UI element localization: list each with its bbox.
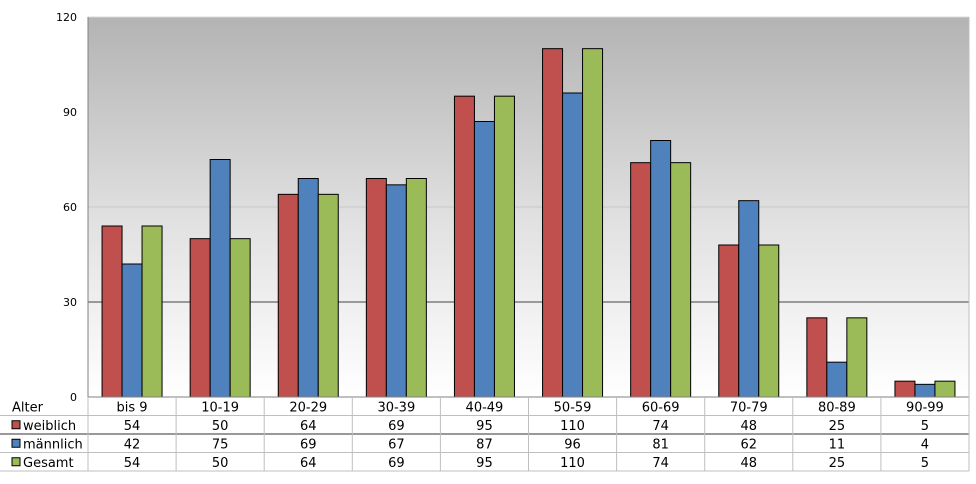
bar-männlich xyxy=(121,263,143,398)
data-label: 42 xyxy=(124,437,141,452)
data-label: 95 xyxy=(476,456,493,471)
bar-weiblich xyxy=(189,238,211,398)
data-table: Alter bis 9 10-19 20-29 30-39 40-49 50-59 60-69… xyxy=(0,17,970,472)
category-label: 10-19 xyxy=(201,400,239,415)
data-label: 75 xyxy=(212,437,229,452)
y-tick-label: 60 xyxy=(63,201,77,214)
data-label: 48 xyxy=(740,456,757,471)
category-label: 90-99 xyxy=(906,400,944,415)
bar-männlich xyxy=(297,178,319,398)
data-label: 64 xyxy=(300,419,317,434)
data-label: 87 xyxy=(476,437,493,452)
data-label: 74 xyxy=(652,456,669,471)
bar-weiblich xyxy=(101,225,123,398)
bar-Gesamt xyxy=(405,178,427,398)
data-label: 69 xyxy=(388,456,405,471)
bar-weiblich xyxy=(277,193,299,398)
data-label: 62 xyxy=(740,437,757,452)
legend-swatch-weiblich xyxy=(11,420,21,430)
bar-männlich xyxy=(385,184,407,398)
y-tick-label: 0 xyxy=(70,391,77,404)
legend-swatch-männlich xyxy=(11,438,21,448)
data-label: 67 xyxy=(388,437,405,452)
data-label: 5 xyxy=(921,419,929,434)
data-label: 50 xyxy=(212,456,229,471)
data-label: 11 xyxy=(829,437,846,452)
bar-männlich xyxy=(826,361,848,398)
bar-Gesamt xyxy=(582,48,604,398)
bar-weiblich xyxy=(453,95,475,398)
legend-swatch-Gesamt xyxy=(11,457,21,467)
bar-weiblich xyxy=(542,48,564,398)
y-axis: 0 30 60 90 120 xyxy=(56,11,969,404)
data-label: 50 xyxy=(212,419,229,434)
data-label: 110 xyxy=(560,456,585,471)
legend-label: männlich xyxy=(23,437,83,452)
bar-Gesamt xyxy=(758,244,780,398)
legend-label: weiblich xyxy=(23,419,76,434)
bar-männlich xyxy=(738,200,760,398)
category-label: 30-39 xyxy=(377,400,415,415)
bar-Gesamt xyxy=(141,225,163,398)
data-label: 110 xyxy=(560,419,585,434)
bar-Gesamt xyxy=(670,162,692,398)
bars xyxy=(101,48,956,398)
category-label: bis 9 xyxy=(117,400,148,415)
bar-weiblich xyxy=(806,317,828,398)
data-label: 69 xyxy=(388,419,405,434)
bar-männlich xyxy=(209,159,231,398)
data-label: 54 xyxy=(124,419,141,434)
x-axis-title: Alter xyxy=(12,400,44,415)
bar-männlich xyxy=(562,92,584,398)
legend-label: Gesamt xyxy=(23,456,74,471)
y-tick-label: 120 xyxy=(56,11,77,24)
data-label: 48 xyxy=(740,419,757,434)
data-label: 5 xyxy=(921,456,929,471)
category-label: 80-89 xyxy=(818,400,856,415)
bar-Gesamt xyxy=(317,193,339,398)
data-label: 64 xyxy=(300,456,317,471)
category-label: 50-59 xyxy=(554,400,592,415)
data-label: 25 xyxy=(829,456,846,471)
data-label: 96 xyxy=(564,437,581,452)
bar-weiblich xyxy=(365,178,387,398)
data-label: 81 xyxy=(652,437,669,452)
bar-weiblich xyxy=(894,380,916,398)
bar-männlich xyxy=(914,383,936,398)
bar-Gesamt xyxy=(846,317,868,398)
data-label: 74 xyxy=(652,419,669,434)
bar-männlich xyxy=(473,121,495,398)
category-label: 20-29 xyxy=(289,400,327,415)
y-tick-label: 30 xyxy=(63,296,77,309)
y-tick-label: 90 xyxy=(63,106,77,119)
category-label: 70-79 xyxy=(730,400,768,415)
bar-Gesamt xyxy=(934,380,956,398)
data-label: 69 xyxy=(300,437,317,452)
data-label: 4 xyxy=(921,437,929,452)
category-label: 60-69 xyxy=(642,400,680,415)
data-label: 54 xyxy=(124,456,141,471)
bar-weiblich xyxy=(630,162,652,398)
bar-männlich xyxy=(650,140,672,398)
bar-Gesamt xyxy=(229,238,251,398)
data-label: 25 xyxy=(829,419,846,434)
bar-Gesamt xyxy=(493,95,515,398)
category-label: 40-49 xyxy=(466,400,504,415)
data-label: 95 xyxy=(476,419,493,434)
bar-weiblich xyxy=(718,244,740,398)
